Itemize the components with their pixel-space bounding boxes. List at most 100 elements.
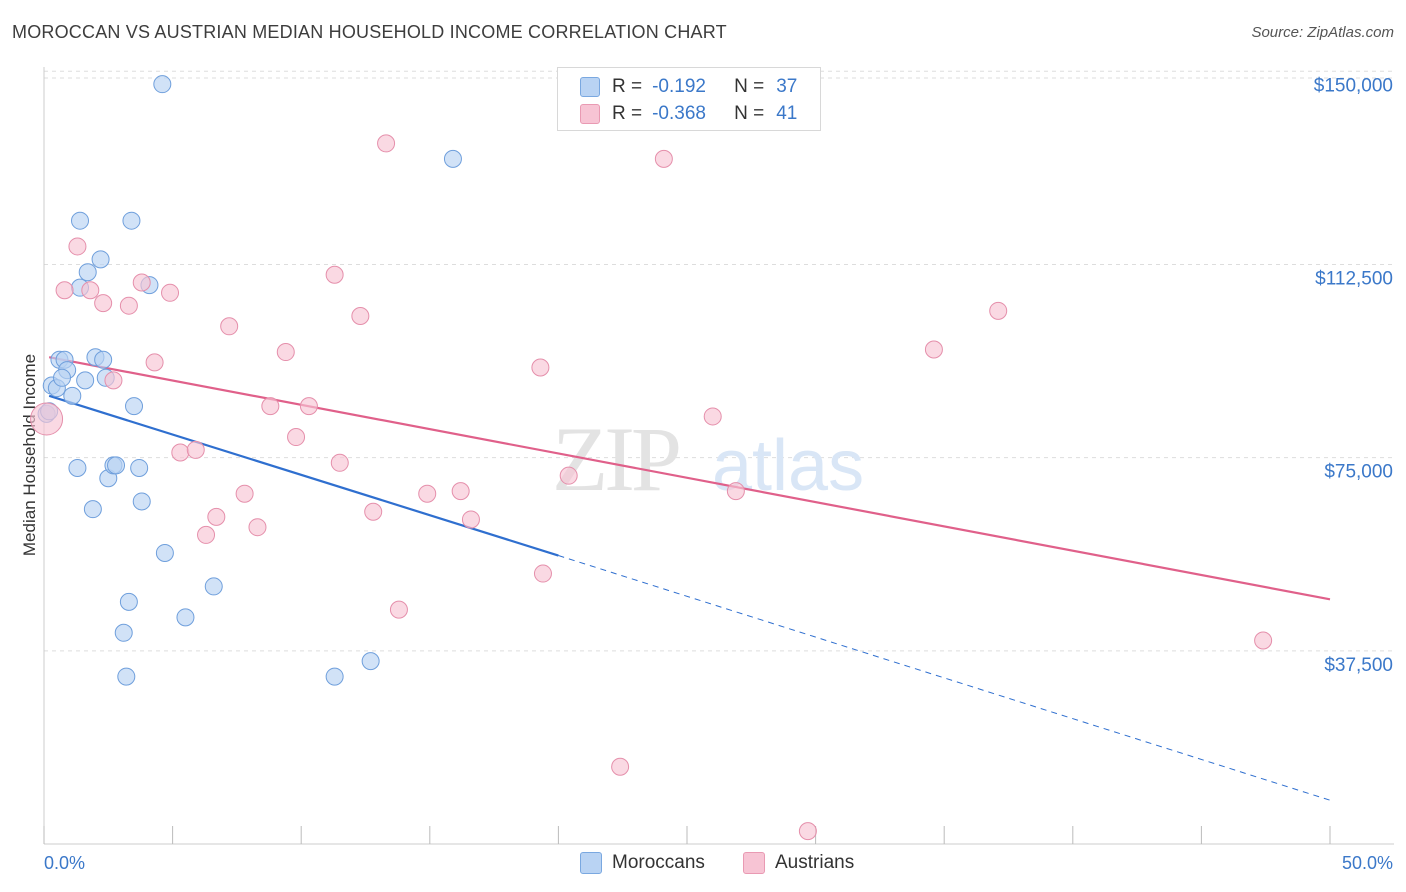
point-moroccans [68, 458, 87, 477]
bottom-legend-label-moroccans: Moroccans [612, 852, 705, 873]
point-moroccans [204, 577, 223, 596]
grid-lines [44, 70, 1394, 652]
legend-n-value: 37 [776, 76, 798, 97]
point-austrians [171, 443, 190, 462]
point-moroccans [76, 371, 95, 390]
point-moroccans [78, 263, 97, 282]
point-moroccans [125, 397, 144, 416]
point-austrians [104, 371, 123, 390]
point-moroccans [107, 456, 126, 475]
watermark-zip: ZIP [552, 408, 679, 510]
point-austrians [798, 822, 817, 841]
point-austrians [55, 281, 74, 300]
point-austrians [726, 482, 745, 501]
x-tick-label: 0.0% [44, 853, 85, 873]
point-austrians [559, 466, 578, 485]
bottom-legend-moroccans: Moroccans [580, 852, 705, 874]
point-moroccans [119, 592, 138, 611]
y-axis-label: Median Household Income [20, 354, 39, 556]
point-austrians [1254, 631, 1273, 650]
point-moroccans [325, 667, 344, 686]
point-austrians [186, 440, 205, 459]
point-moroccans [91, 250, 110, 269]
legend-n-label: N = [734, 103, 765, 124]
legend-row-moroccans: R = -0.192 N = 37 [580, 74, 797, 100]
point-austrians [30, 402, 64, 436]
trend-lines [48, 356, 1331, 801]
point-austrians [924, 340, 943, 359]
point-moroccans [122, 211, 141, 230]
legend-n-label: N = [734, 76, 765, 97]
point-austrians [703, 407, 722, 426]
point-austrians [235, 484, 254, 503]
point-austrians [451, 482, 470, 501]
point-austrians [299, 397, 318, 416]
point-moroccans [176, 608, 195, 627]
point-austrians [533, 564, 552, 583]
point-austrians [132, 273, 151, 292]
point-austrians [287, 428, 306, 447]
bottom-legend-label-austrians: Austrians [775, 852, 855, 873]
point-austrians [197, 525, 216, 544]
chart-title: MOROCCAN VS AUSTRIAN MEDIAN HOUSEHOLD IN… [12, 22, 727, 42]
point-austrians [330, 453, 349, 472]
x-tick-label: 50.0% [1342, 853, 1393, 873]
legend-n-value: 41 [776, 103, 798, 124]
point-austrians [207, 507, 226, 526]
y-tick-labels: $37,500 $75,000 $112,500 $150,000 [1314, 75, 1393, 676]
stats-legend: R = -0.192 N = 37 R = -0.368 N = 41 [557, 67, 821, 131]
point-moroccans [130, 458, 149, 477]
point-moroccans [132, 492, 151, 511]
legend-r-value: -0.368 [652, 103, 706, 124]
point-austrians [81, 281, 100, 300]
data-points [30, 75, 1273, 841]
point-austrians [161, 283, 180, 302]
legend-r-value: -0.192 [652, 76, 706, 97]
point-moroccans [63, 386, 82, 405]
y-tick-label: $112,500 [1315, 268, 1393, 289]
axes [43, 67, 1394, 845]
point-austrians [94, 294, 113, 313]
legend-r-label: R = [612, 76, 643, 97]
point-moroccans [443, 149, 462, 168]
point-austrians [364, 502, 383, 521]
point-austrians [989, 301, 1008, 320]
point-austrians [531, 358, 550, 377]
y-tick-label: $75,000 [1324, 462, 1393, 483]
point-moroccans [83, 500, 102, 519]
trend-extension-moroccans [558, 555, 1331, 801]
point-austrians [654, 149, 673, 168]
legend-swatch-austrians [580, 104, 600, 124]
point-moroccans [94, 350, 113, 369]
point-austrians [418, 484, 437, 503]
point-austrians [68, 237, 87, 256]
point-austrians [325, 265, 344, 284]
bottom-legend-austrians: Austrians [743, 852, 854, 874]
legend-swatch-moroccans [580, 77, 600, 97]
point-austrians [351, 306, 370, 325]
point-austrians [119, 296, 138, 315]
point-austrians [377, 134, 396, 153]
y-tick-label: $37,500 [1324, 655, 1393, 676]
legend-r-label: R = [612, 103, 643, 124]
point-austrians [611, 757, 630, 776]
point-moroccans [153, 75, 172, 94]
point-moroccans [155, 543, 174, 562]
point-austrians [389, 600, 408, 619]
point-moroccans [117, 667, 136, 686]
point-austrians [276, 343, 295, 362]
bottom-legend-swatch-moroccans [580, 852, 602, 874]
point-austrians [261, 397, 280, 416]
point-moroccans [71, 211, 90, 230]
bottom-legend-swatch-austrians [743, 852, 765, 874]
trend-line-austrians [48, 356, 1331, 601]
point-austrians [461, 510, 480, 529]
point-austrians [145, 353, 164, 372]
y-tick-label: $150,000 [1314, 75, 1393, 96]
point-austrians [248, 518, 267, 537]
trend-line-moroccans [48, 394, 559, 557]
point-moroccans [114, 623, 133, 642]
x-tick-labels: 0.0% 50.0% [44, 853, 1393, 873]
source-label: Source: ZipAtlas.com [1251, 24, 1394, 41]
